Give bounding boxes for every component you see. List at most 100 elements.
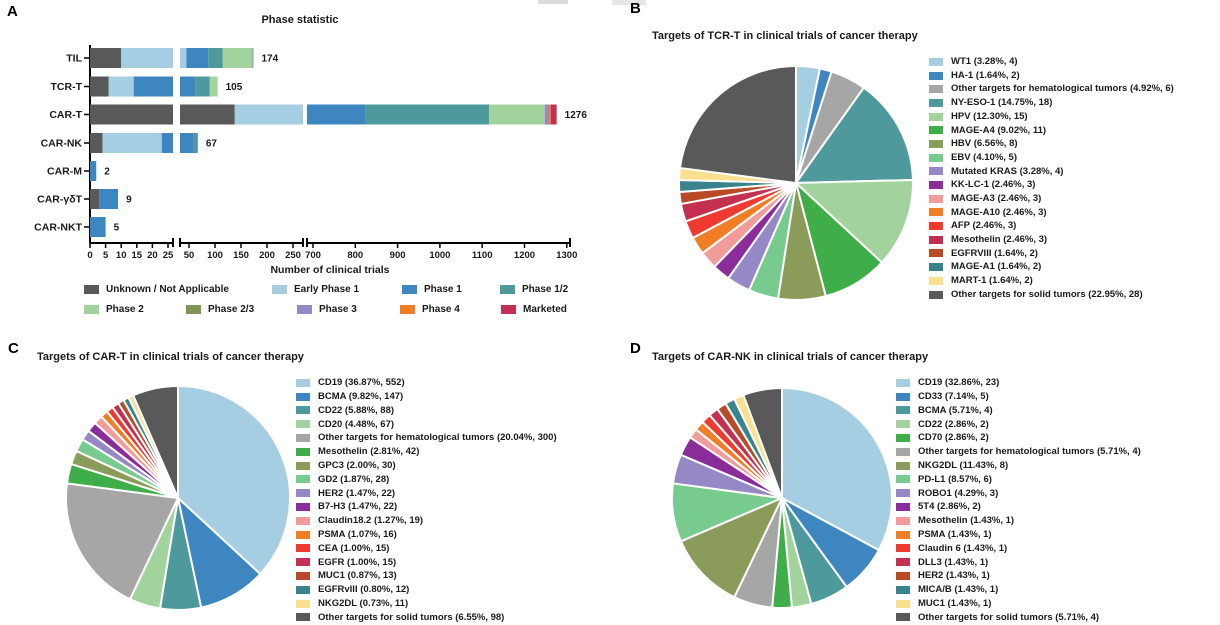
pie-legend-item: NKG2DL (11.43%, 8) <box>896 459 1141 473</box>
bar-total-label: 5 <box>114 223 120 234</box>
legend-swatch <box>896 447 910 456</box>
bar-segment <box>133 76 173 97</box>
legend-label: AFP (2.46%, 3) <box>951 220 1017 232</box>
bar-segment <box>365 104 489 125</box>
bar-segment <box>90 104 173 125</box>
bar-segment <box>544 104 550 125</box>
legend-label: Phase 1/2 <box>522 284 569 295</box>
x-tick-label: 900 <box>390 250 406 261</box>
phase-legend-item: Phase 3 <box>297 304 357 315</box>
panel-b-title: Targets of TCR-T in clinical trials of c… <box>652 30 918 42</box>
panel-label-b: B <box>630 0 641 17</box>
pie-legend-item: EGFR (1.00%, 15) <box>296 555 557 569</box>
legend-label: Phase 1 <box>424 284 462 295</box>
x-tick-label: 100 <box>207 250 223 261</box>
bar-segment <box>208 48 223 68</box>
legend-swatch <box>296 530 310 539</box>
phase-legend-item: Early Phase 1 <box>272 284 359 295</box>
crop-artifact-right <box>612 0 646 5</box>
category-label: CAR-M <box>47 166 82 178</box>
x-tick-label: 25 <box>163 250 174 261</box>
bar-segment <box>90 161 97 181</box>
x-tick-label: 1100 <box>472 250 493 261</box>
legend-label: Mesothelin (1.43%, 1) <box>918 515 1015 527</box>
legend-swatch <box>896 516 910 525</box>
legend-label: CD70 (2.86%, 2) <box>918 432 989 444</box>
pie-legend-item: Other targets for hematological tumors (… <box>296 431 557 445</box>
legend-swatch <box>896 392 910 401</box>
legend-label: GPC3 (2.00%, 30) <box>318 459 396 471</box>
legend-label: MAGE-A4 (9.02%, 11) <box>951 124 1047 136</box>
bar-segment <box>222 48 253 68</box>
x-tick-label: 10 <box>116 250 127 261</box>
pie-legend-item: MUC1 (1.43%, 1) <box>896 597 1141 611</box>
legend-swatch <box>296 420 310 429</box>
legend-swatch <box>929 208 943 217</box>
x-tick-label: 800 <box>347 250 363 261</box>
legend-label: Other targets for hematological tumors (… <box>318 432 557 444</box>
x-tick-label: 15 <box>132 250 143 261</box>
category-label: TCR-T <box>51 81 83 93</box>
bar-segment <box>180 48 187 68</box>
legend-label: MUC1 (0.87%, 13) <box>318 570 397 582</box>
legend-swatch <box>929 112 943 121</box>
legend-swatch <box>929 71 943 80</box>
bar-segment <box>186 48 209 68</box>
pie-legend-item: CD22 (5.88%, 88) <box>296 404 557 418</box>
legend-swatch <box>296 613 310 622</box>
pie-slice <box>679 497 783 599</box>
legend-swatch <box>929 290 943 299</box>
pie-legend-item: MICA/B (1.43%, 1) <box>896 583 1141 597</box>
legend-swatch <box>929 249 943 258</box>
panel-label-a: A <box>7 3 18 20</box>
bar-segment <box>90 217 106 237</box>
pie-legend-item: CD22 (2.86%, 2) <box>896 417 1141 431</box>
pie-slice <box>795 86 914 184</box>
legend-swatch <box>896 420 910 429</box>
bar-segment <box>99 189 119 209</box>
bar-segment <box>180 104 235 125</box>
pie-legend-item: CEA (1.00%, 15) <box>296 542 557 556</box>
legend-swatch <box>296 516 310 525</box>
bar-segment <box>234 104 303 125</box>
legend-swatch <box>896 406 910 415</box>
pie-legend-item: GD2 (1.87%, 28) <box>296 473 557 487</box>
x-tick-label: 700 <box>305 250 321 261</box>
legend-swatch <box>84 305 99 314</box>
bar-segment <box>90 189 100 209</box>
pie-legend-item: Mutated KRAS (3.28%, 4) <box>929 165 1174 179</box>
x-tick-label: 1200 <box>514 250 535 261</box>
phase-legend-item: Phase 2 <box>84 304 144 315</box>
pie-legend-item: Claudin18.2 (1.27%, 19) <box>296 514 557 528</box>
pie-legend-item: CD33 (7.14%, 5) <box>896 390 1141 404</box>
x-axis-label: Number of clinical trials <box>270 264 390 276</box>
legend-label: 5T4 (2.86%, 2) <box>918 501 981 513</box>
legend-swatch <box>929 126 943 135</box>
panel-c-title: Targets of CAR-T in clinical trials of c… <box>37 351 304 363</box>
bar-segment <box>121 48 173 68</box>
panel-d-title: Targets of CAR-NK in clinical trials of … <box>652 351 929 363</box>
phase-legend-item: Phase 1 <box>402 284 462 295</box>
legend-label: HER2 (1.43%, 1) <box>918 570 990 582</box>
legend-swatch <box>296 599 310 608</box>
pie-slice <box>781 387 893 552</box>
legend-label: MICA/B (1.43%, 1) <box>918 584 999 596</box>
legend-swatch <box>929 57 943 66</box>
pie-legend-item: MAGE-A10 (2.46%, 3) <box>929 206 1174 220</box>
legend-label: CD22 (2.86%, 2) <box>918 418 989 430</box>
legend-swatch <box>929 235 943 244</box>
x-tick-label: 0 <box>87 250 92 261</box>
legend-label: NKG2DL (11.43%, 8) <box>918 459 1009 471</box>
pie-legend-item: Other targets for solid tumors (6.55%, 9… <box>296 611 557 625</box>
legend-label: EGFR (1.00%, 15) <box>318 556 397 568</box>
legend-label: Mesothelin (2.81%, 42) <box>318 446 420 458</box>
pie-legend-item: EGFRVIII (1.64%, 2) <box>929 247 1174 261</box>
bar-segment <box>90 133 103 153</box>
bar-segment <box>161 133 173 153</box>
legend-swatch <box>896 613 910 622</box>
x-tick-label: 150 <box>233 250 249 261</box>
legend-label: WT1 (3.28%, 4) <box>951 56 1018 68</box>
tcrt-pie-chart <box>678 64 914 301</box>
pie-legend-item: CD70 (2.86%, 2) <box>896 431 1141 445</box>
